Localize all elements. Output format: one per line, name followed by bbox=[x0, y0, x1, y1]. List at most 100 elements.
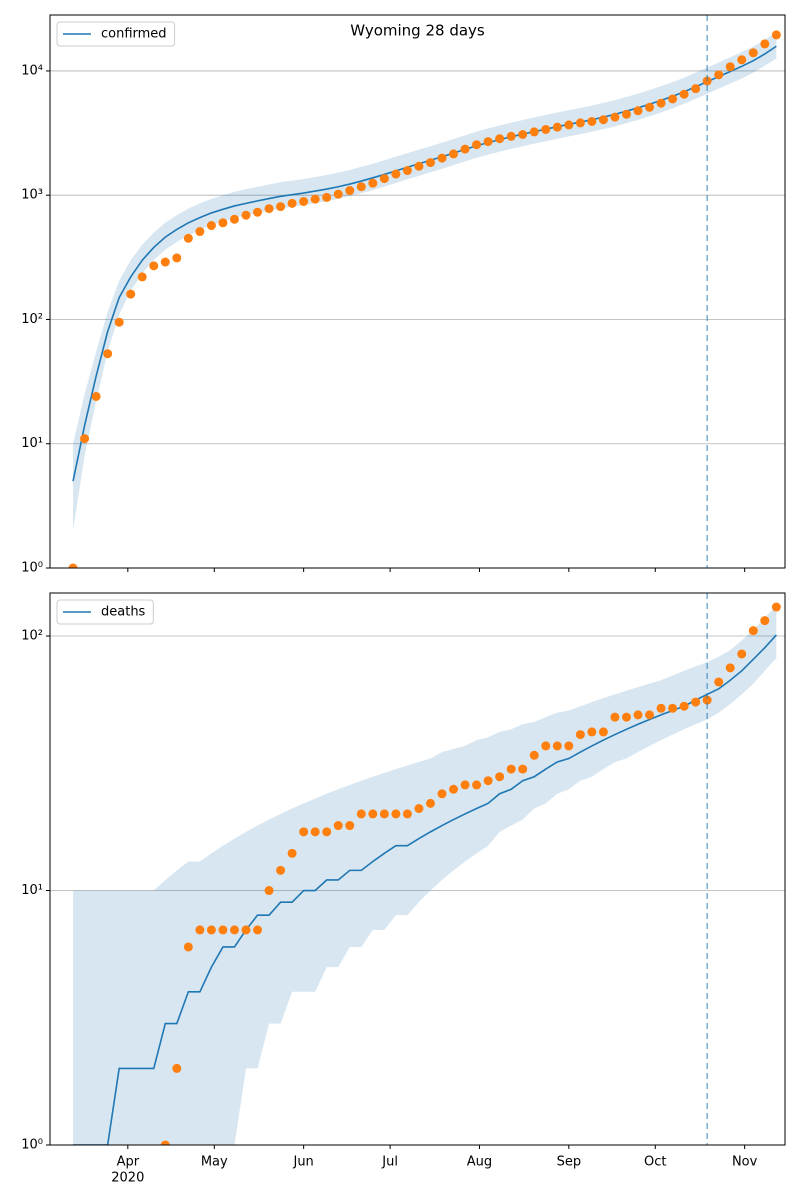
data-point bbox=[310, 194, 320, 204]
data-point bbox=[460, 144, 470, 154]
data-point bbox=[172, 253, 182, 263]
plot-area bbox=[73, 602, 781, 1145]
y-tick-label: 10¹ bbox=[21, 883, 43, 898]
data-point bbox=[552, 122, 562, 132]
data-point bbox=[183, 942, 193, 952]
data-point bbox=[575, 730, 585, 740]
x-tick-label: Nov bbox=[732, 1155, 758, 1170]
data-point bbox=[564, 741, 574, 751]
y-tick-label: 10² bbox=[21, 312, 43, 327]
legend-box bbox=[56, 599, 154, 625]
axes-frame bbox=[49, 14, 786, 569]
y-tick-label: 10¹ bbox=[21, 436, 43, 451]
data-point bbox=[621, 109, 631, 119]
data-point bbox=[299, 197, 309, 207]
data-point bbox=[506, 764, 516, 774]
data-point bbox=[737, 55, 747, 65]
data-point bbox=[460, 780, 470, 790]
data-point bbox=[725, 62, 735, 72]
data-point bbox=[68, 563, 78, 568]
data-point bbox=[449, 149, 459, 159]
data-point bbox=[633, 710, 643, 720]
x-tick-label: Apr bbox=[117, 1155, 140, 1170]
data-point bbox=[253, 925, 263, 935]
y-tick-label: 10⁰ bbox=[21, 561, 43, 576]
data-point bbox=[264, 886, 274, 896]
data-point bbox=[356, 182, 366, 192]
data-point bbox=[633, 106, 643, 116]
data-point bbox=[391, 169, 401, 179]
data-point bbox=[126, 289, 136, 299]
x-tick-label: Jun bbox=[292, 1155, 313, 1170]
data-point bbox=[645, 102, 655, 112]
data-point bbox=[229, 214, 239, 224]
data-point bbox=[264, 204, 274, 214]
x-tick-label: Aug bbox=[467, 1155, 492, 1170]
y-tick-label: 10⁴ bbox=[21, 63, 43, 78]
data-point bbox=[80, 434, 90, 444]
data-point bbox=[206, 221, 216, 231]
data-point bbox=[495, 772, 505, 782]
y-tick-label: 10² bbox=[21, 629, 43, 644]
data-point bbox=[276, 865, 286, 875]
data-point bbox=[195, 227, 205, 237]
data-point bbox=[391, 809, 401, 819]
data-point bbox=[737, 649, 747, 659]
data-point bbox=[598, 727, 608, 737]
y-tick-label: 10⁰ bbox=[21, 1138, 43, 1153]
data-point bbox=[333, 189, 343, 199]
data-point bbox=[691, 84, 701, 94]
x-year-label: 2020 bbox=[111, 1171, 144, 1186]
data-point bbox=[610, 112, 620, 122]
data-point bbox=[137, 272, 147, 282]
panel: 10⁰ 10¹ 10² 10³ 10⁴ Wyoming 28 days confirmed bbox=[21, 14, 786, 576]
data-point bbox=[668, 703, 678, 713]
data-point bbox=[91, 391, 101, 401]
data-point bbox=[287, 198, 297, 208]
data-point bbox=[414, 161, 424, 171]
data-point bbox=[425, 158, 435, 168]
data-point bbox=[714, 70, 724, 80]
data-point bbox=[529, 750, 539, 760]
data-point bbox=[437, 153, 447, 163]
data-point bbox=[771, 602, 781, 612]
data-point bbox=[495, 134, 505, 144]
data-point bbox=[656, 703, 666, 713]
data-point bbox=[691, 697, 701, 707]
data-point bbox=[437, 789, 447, 799]
data-point bbox=[587, 116, 597, 126]
data-point bbox=[195, 925, 205, 935]
x-tick-label: Jul bbox=[381, 1155, 398, 1170]
data-point bbox=[714, 677, 724, 687]
data-point bbox=[160, 1140, 170, 1145]
x-tick-label: Sep bbox=[557, 1155, 582, 1170]
data-point bbox=[541, 741, 551, 751]
data-point bbox=[379, 809, 389, 819]
data-point bbox=[114, 317, 124, 327]
data-point bbox=[414, 804, 424, 814]
data-point bbox=[276, 202, 286, 212]
data-point bbox=[241, 925, 251, 935]
data-point bbox=[368, 178, 378, 188]
data-point bbox=[449, 784, 459, 794]
data-point bbox=[322, 192, 332, 202]
data-point bbox=[587, 727, 597, 737]
data-point bbox=[760, 616, 770, 626]
data-point bbox=[760, 39, 770, 49]
data-point bbox=[621, 712, 631, 722]
data-point bbox=[702, 695, 712, 705]
data-point bbox=[310, 827, 320, 837]
confidence-band bbox=[73, 605, 777, 1145]
data-point bbox=[610, 712, 620, 722]
data-point bbox=[564, 120, 574, 130]
plot-area bbox=[68, 30, 781, 568]
data-point bbox=[575, 118, 585, 128]
data-point bbox=[771, 30, 781, 40]
data-point bbox=[656, 98, 666, 108]
data-point bbox=[506, 131, 516, 141]
data-point bbox=[645, 710, 655, 720]
data-point bbox=[402, 809, 412, 819]
model-line bbox=[72, 45, 777, 482]
data-point bbox=[287, 848, 297, 858]
